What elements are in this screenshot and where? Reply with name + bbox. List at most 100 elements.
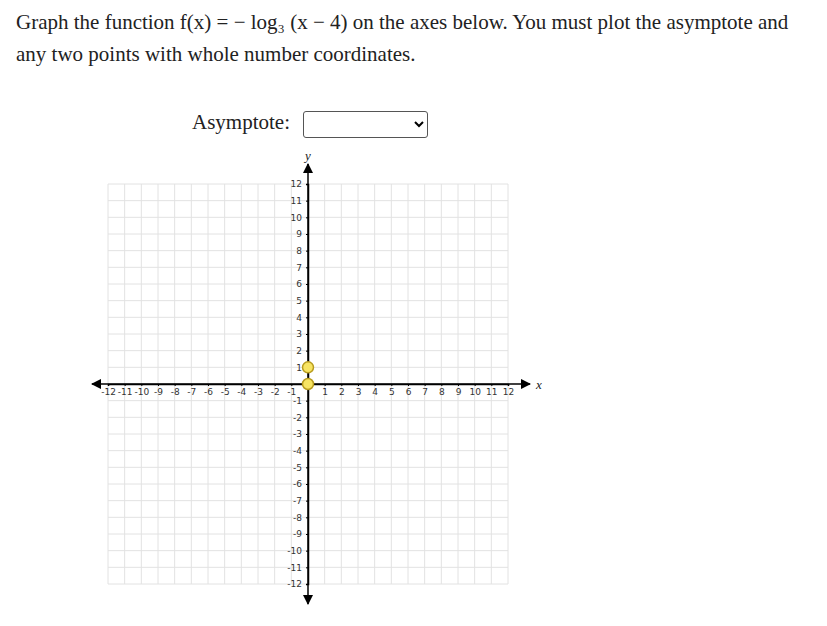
x-tick-mark — [225, 384, 226, 386]
point[interactable] — [303, 362, 314, 373]
x-tick-label: 10 — [469, 387, 481, 397]
y-tick: 3 — [296, 329, 308, 339]
y-tick: -12 — [287, 579, 308, 589]
y-tick: -2 — [293, 413, 308, 423]
plot: -12-11-10-9-8-7-6-5-4-3-2-11234567891011… — [0, 0, 827, 626]
x-tick-mark — [391, 384, 392, 386]
y-tick-label: 7 — [296, 263, 302, 273]
y-tick: 6 — [296, 279, 308, 289]
x-tick: -9 — [154, 384, 163, 397]
y-tick: -1 — [293, 396, 308, 406]
y-tick-label: 4 — [296, 313, 302, 323]
x-tick-mark — [175, 384, 176, 386]
asymptote-label: Asymptote: — [192, 110, 290, 135]
x-tick: 7 — [422, 384, 428, 397]
x-tick-mark — [341, 384, 342, 386]
x-tick-label: -7 — [187, 387, 196, 397]
y-tick: -9 — [293, 529, 308, 539]
y-tick-label: 6 — [296, 279, 302, 289]
y-tick-mark — [306, 451, 308, 452]
y-tick-mark — [306, 317, 308, 318]
x-tick-mark — [291, 384, 292, 386]
x-tick-label: -9 — [154, 387, 163, 397]
y-tick: -4 — [293, 446, 308, 456]
y-tick: -7 — [293, 496, 308, 506]
x-tick: 2 — [339, 384, 345, 397]
grid — [108, 184, 508, 584]
x-tick-label: 2 — [339, 387, 345, 397]
y-tick-label: -7 — [293, 496, 302, 506]
x-tick: -4 — [237, 384, 246, 397]
points — [303, 362, 314, 390]
y-tick: 11 — [291, 196, 308, 206]
y-tick-mark — [306, 484, 308, 485]
y-tick-mark — [306, 501, 308, 502]
x-tick-label: -12 — [101, 387, 116, 397]
x-tick: 9 — [456, 384, 462, 397]
y-tick: 7 — [296, 263, 308, 273]
x-tick-label: 11 — [486, 387, 497, 397]
y-tick: 5 — [296, 296, 308, 306]
y-tick-mark — [306, 267, 308, 268]
y-tick: -11 — [287, 563, 308, 573]
y-tick: -10 — [287, 546, 308, 556]
y-tick-label: -2 — [293, 413, 302, 423]
x-tick-mark — [475, 384, 476, 386]
x-tick-label: 9 — [456, 387, 462, 397]
x-tick-label: -10 — [134, 387, 149, 397]
x-tick-label: 12 — [503, 387, 514, 397]
x-tick-label: 4 — [372, 387, 378, 397]
x-tick: -2 — [271, 384, 280, 397]
x-tick: -8 — [171, 384, 180, 397]
x-tick: 5 — [389, 384, 395, 397]
y-tick-mark — [306, 334, 308, 335]
x-tick: -6 — [204, 384, 213, 397]
x-tick-mark — [241, 384, 242, 386]
x-tick-mark — [141, 384, 142, 386]
x-tick-label: 5 — [389, 387, 395, 397]
y-tick-label: -11 — [287, 563, 302, 573]
y-tick-mark — [306, 434, 308, 435]
asymptote-select[interactable] — [303, 111, 428, 138]
y-tick-label: 12 — [291, 179, 302, 189]
x-tick-label: 7 — [422, 387, 428, 397]
x-tick-mark — [325, 384, 326, 386]
x-axis-title: x — [535, 377, 542, 392]
x-tick-mark — [441, 384, 442, 386]
x-tick: -5 — [221, 384, 230, 397]
y-tick: -3 — [293, 429, 308, 439]
x-tick-label: -11 — [118, 387, 133, 397]
y-tick-mark — [306, 284, 308, 285]
y-tick-mark — [306, 251, 308, 252]
y-tick-label: 1 — [296, 363, 302, 373]
y-tick: 2 — [296, 346, 308, 356]
y-tick-label: 9 — [296, 229, 302, 239]
x-tick-label: 6 — [406, 387, 412, 397]
point[interactable] — [303, 379, 314, 390]
y-tick: 8 — [296, 246, 308, 256]
question-text: Graph the function f(x) = − log₃ (x − 4)… — [16, 6, 816, 70]
x-tick: -12 — [101, 384, 116, 397]
y-tick-mark — [306, 567, 308, 568]
x-tick: 11 — [486, 384, 497, 397]
y-tick-label: 10 — [291, 213, 303, 223]
y-tick-mark — [306, 401, 308, 402]
y-tick-label: 5 — [296, 296, 302, 306]
y-axis-title: y — [303, 148, 311, 163]
y-tick: 12 — [291, 179, 308, 189]
y-tick: -8 — [293, 513, 308, 523]
x-tick-mark — [375, 384, 376, 386]
x-tick: -3 — [254, 384, 263, 397]
x-tick-mark — [358, 384, 359, 386]
y-tick-label: -10 — [287, 546, 302, 556]
y-tick-mark — [306, 584, 308, 585]
y-tick: 4 — [296, 313, 308, 323]
y-tick-mark — [306, 217, 308, 218]
y-tick-mark — [306, 467, 308, 468]
y-tick-label: -5 — [293, 463, 302, 473]
y-tick-mark — [306, 184, 308, 185]
x-tick: 1 — [322, 384, 328, 397]
x-tick-label: -2 — [271, 387, 280, 397]
y-tick-label: -9 — [293, 529, 302, 539]
x-tick-label: -3 — [254, 387, 263, 397]
